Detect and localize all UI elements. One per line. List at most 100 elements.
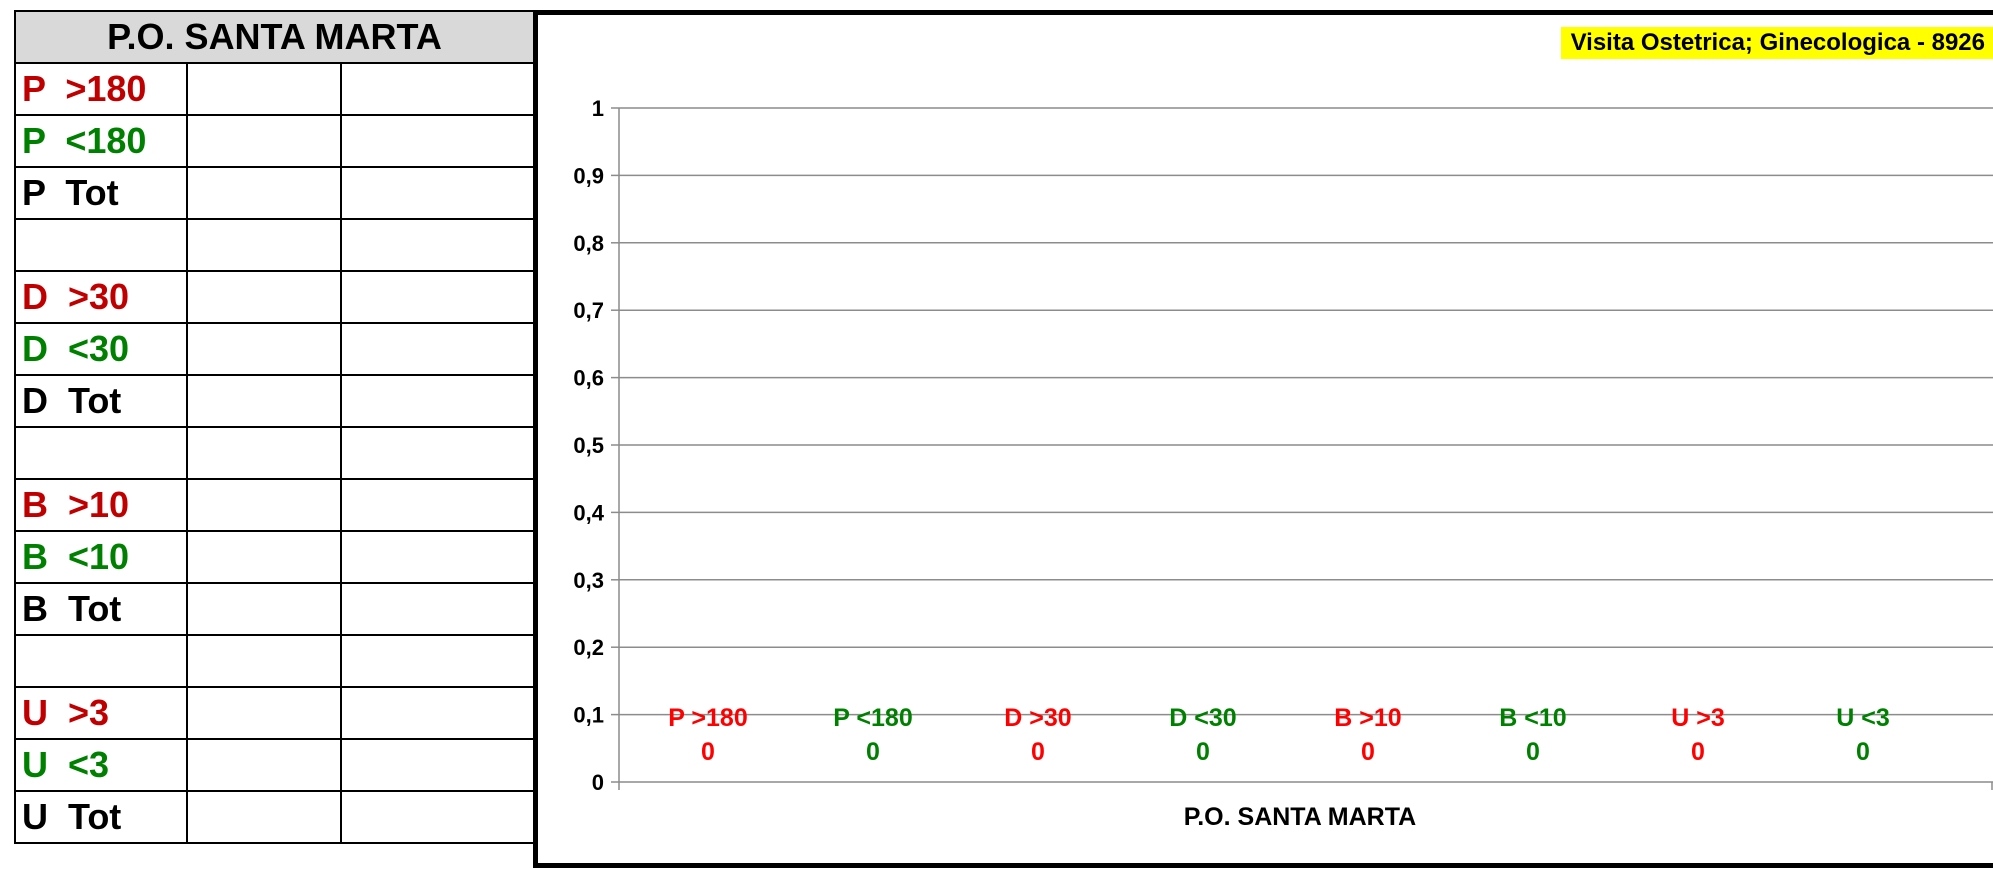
category-group: U >3 0 — [1671, 704, 1725, 766]
table-row: D Tot — [14, 374, 536, 428]
value-cell — [339, 166, 536, 220]
value-cell — [339, 218, 536, 272]
category-label: P <180 — [833, 704, 912, 732]
value-cell — [186, 374, 342, 428]
gridlines — [619, 107, 1993, 716]
table-row: B <10 — [14, 530, 536, 584]
category-group: B >10 0 — [1334, 704, 1401, 766]
table-row: P Tot — [14, 166, 536, 220]
row-label: P <180 — [14, 114, 188, 168]
value-cell — [186, 530, 342, 584]
table-row: D >30 — [14, 270, 536, 324]
value-cell — [186, 166, 342, 220]
category-label: B <10 — [1499, 704, 1566, 732]
table-row: P >180 — [14, 62, 536, 116]
table-row: U Tot — [14, 790, 536, 844]
category-label: U >3 — [1671, 704, 1725, 732]
value-cell — [339, 270, 536, 324]
row-label: D <30 — [14, 322, 188, 376]
value-cell — [186, 686, 342, 740]
y-tick-label: 0,9 — [573, 163, 604, 188]
data-value-label: 0 — [1856, 738, 1870, 766]
category-group: D <30 0 — [1169, 704, 1236, 766]
row-label: B Tot — [14, 582, 188, 636]
chart-title: Visita Ostetrica; Ginecologica - 8926 — [1560, 27, 1993, 59]
table-row: D <30 — [14, 322, 536, 376]
category-group: U <3 0 — [1836, 704, 1890, 766]
x-axis-title: P.O. SANTA MARTA — [1183, 803, 1417, 831]
table-row — [14, 634, 536, 688]
value-cell — [186, 62, 342, 116]
row-label: P Tot — [14, 166, 188, 220]
value-cell — [339, 738, 536, 792]
data-value-label: 0 — [701, 738, 715, 766]
y-tick-label: 0,5 — [573, 433, 604, 458]
category-group: B <10 0 — [1499, 704, 1566, 766]
row-label: B >10 — [14, 478, 188, 532]
category-group: P <180 0 — [833, 704, 912, 766]
table-row: B >10 — [14, 478, 536, 532]
category-group: P >180 0 — [668, 704, 747, 766]
category-label: P >180 — [668, 704, 747, 732]
value-cell — [339, 478, 536, 532]
data-value-label: 0 — [866, 738, 880, 766]
value-cell — [339, 426, 536, 480]
table-header-row: P.O. SANTA MARTA — [13, 10, 536, 64]
value-cell — [186, 634, 342, 688]
value-cell — [339, 790, 536, 844]
value-cell — [339, 114, 536, 168]
y-tick-label: 1 — [592, 96, 604, 121]
row-label: D Tot — [14, 374, 188, 428]
category-label: D <30 — [1169, 704, 1236, 732]
row-label: U >3 — [14, 686, 188, 740]
row-label: D >30 — [14, 270, 188, 324]
value-cell — [339, 530, 536, 584]
category-label: B >10 — [1334, 704, 1401, 732]
value-cell — [339, 686, 536, 740]
data-value-label: 0 — [1526, 738, 1540, 766]
table-row — [14, 426, 536, 480]
y-tick-label: 0,8 — [573, 231, 604, 256]
chart-area: 0 0,1 0,2 0,3 0,4 0,5 0,6 0,7 0,8 0,9 1 P >180 0 P <… — [533, 10, 1993, 868]
y-tick-label: 0,7 — [573, 298, 604, 323]
value-cell — [186, 582, 342, 636]
row-label — [14, 634, 188, 688]
data-value-label: 0 — [1196, 738, 1210, 766]
row-label: P >180 — [14, 62, 188, 116]
y-tick-labels: 0 0,1 0,2 0,3 0,4 0,5 0,6 0,7 0,8 0,9 1 — [573, 96, 604, 795]
axes — [611, 107, 1993, 790]
y-tick-label: 0,6 — [573, 366, 604, 391]
value-cell — [339, 62, 536, 116]
table-row: P <180 — [14, 114, 536, 168]
row-label: B <10 — [14, 530, 188, 584]
value-cell — [339, 374, 536, 428]
table-row — [14, 218, 536, 272]
category-group: D >30 0 — [1004, 704, 1071, 766]
value-cell — [186, 218, 342, 272]
row-label: U Tot — [14, 790, 188, 844]
table-title: P.O. SANTA MARTA — [13, 10, 536, 64]
value-cell — [186, 426, 342, 480]
row-label: U <3 — [14, 738, 188, 792]
value-cell — [186, 478, 342, 532]
y-tick-label: 0,4 — [573, 500, 604, 525]
value-cell — [186, 322, 342, 376]
table-row: U >3 — [14, 686, 536, 740]
y-tick-label: 0 — [592, 770, 604, 795]
value-cell — [186, 790, 342, 844]
category-label: D >30 — [1004, 704, 1071, 732]
value-cell — [186, 738, 342, 792]
table-row: B Tot — [14, 582, 536, 636]
row-label — [14, 426, 188, 480]
row-label — [14, 218, 188, 272]
data-table: P.O. SANTA MARTA P >180 P <180 P Tot D >30 D… — [13, 10, 536, 844]
value-cell — [186, 270, 342, 324]
data-value-label: 0 — [1361, 738, 1375, 766]
y-tick-label: 0,1 — [573, 703, 604, 728]
data-value-label: 0 — [1031, 738, 1045, 766]
value-cell — [339, 634, 536, 688]
y-tick-label: 0,3 — [573, 568, 604, 593]
value-cell — [339, 582, 536, 636]
